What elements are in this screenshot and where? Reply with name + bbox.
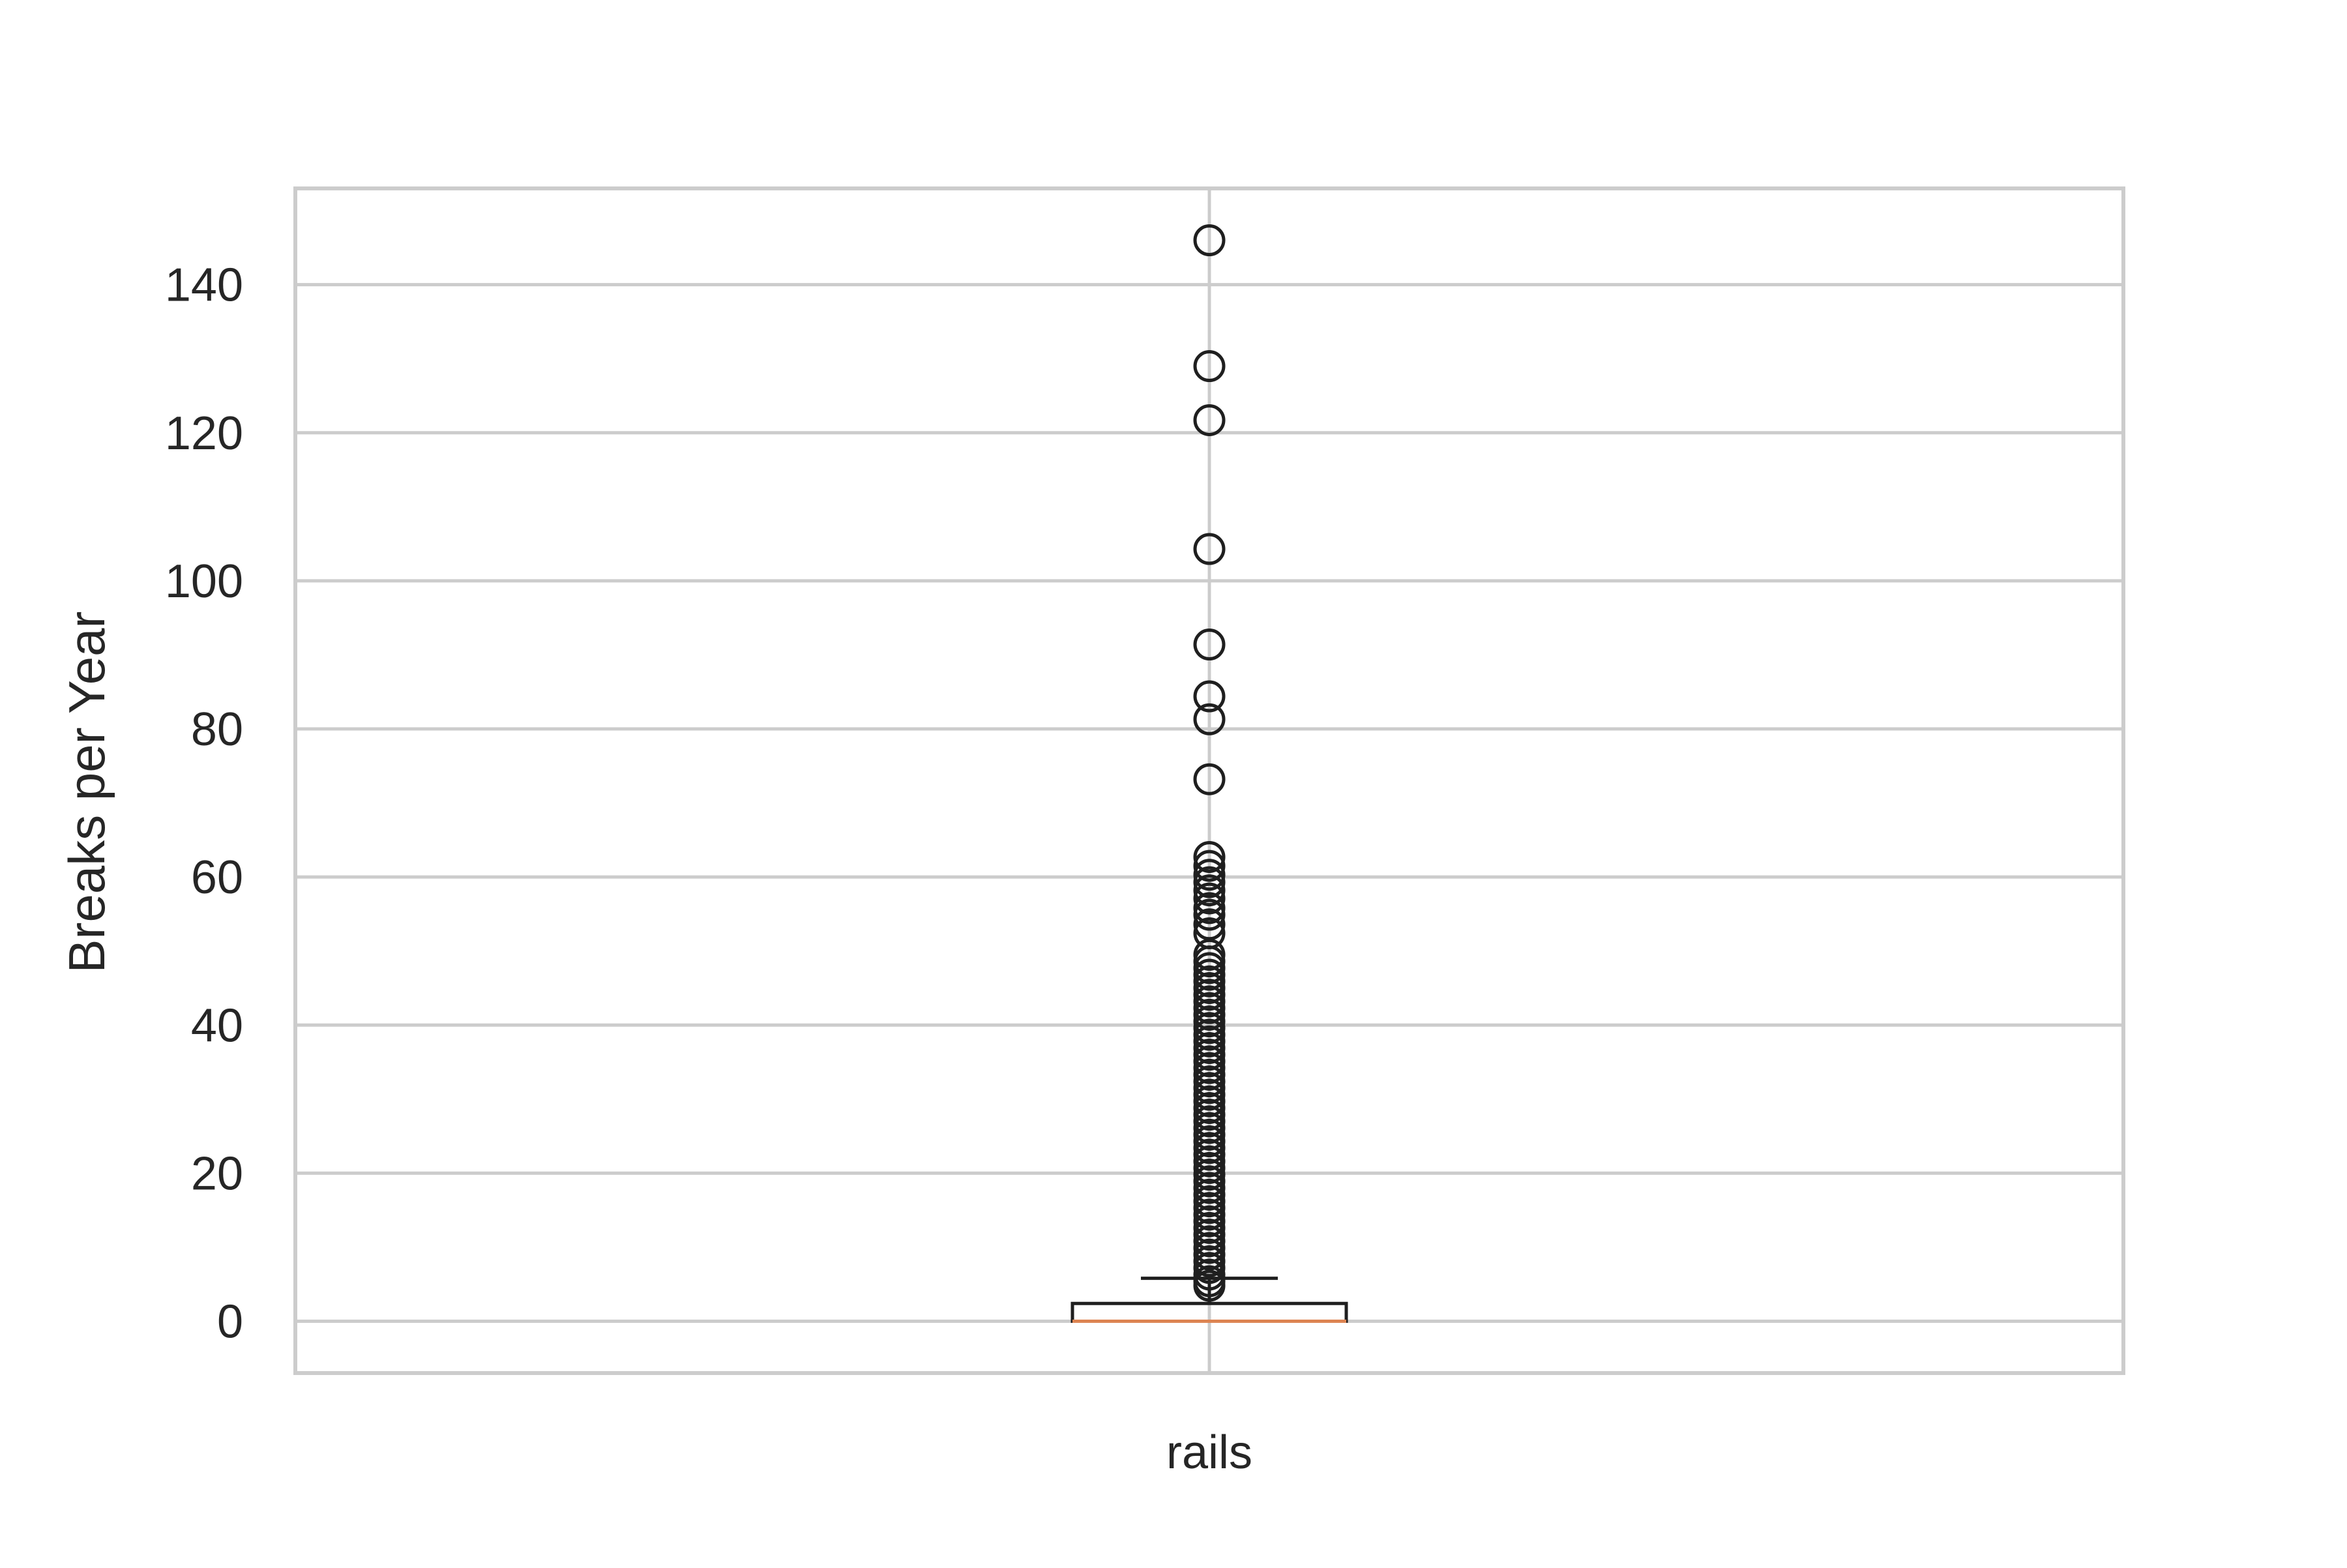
outlier-point bbox=[1193, 874, 1226, 907]
y-tick-label: 80 bbox=[191, 703, 243, 756]
y-tick-label: 40 bbox=[191, 999, 243, 1052]
outlier-point bbox=[1193, 1269, 1226, 1302]
outlier-point bbox=[1193, 859, 1226, 891]
outlier-point bbox=[1193, 763, 1226, 795]
outlier-point bbox=[1193, 866, 1226, 898]
x-tick-labels: rails bbox=[1166, 1427, 1252, 1479]
y-axis-title: Breaks per Year bbox=[58, 611, 115, 973]
outlier-point bbox=[1193, 908, 1226, 941]
outlier-point bbox=[1193, 898, 1226, 931]
outlier-points bbox=[1193, 224, 1226, 1302]
y-tick-label: 140 bbox=[165, 259, 243, 312]
y-tick-labels: 0 20 40 60 80 100 120 140 bbox=[165, 259, 243, 1348]
y-tick-label: 0 bbox=[217, 1296, 243, 1348]
y-tick-label: 20 bbox=[191, 1147, 243, 1200]
outlier-point bbox=[1193, 404, 1226, 436]
outlier-point bbox=[1193, 703, 1226, 735]
outlier-point bbox=[1193, 680, 1226, 713]
outlier-point bbox=[1193, 350, 1226, 383]
plot-frame bbox=[293, 186, 2125, 1375]
box-group bbox=[1070, 1277, 1348, 1324]
y-tick-label: 60 bbox=[191, 851, 243, 904]
y-tick-label: 120 bbox=[165, 407, 243, 460]
outlier-point bbox=[1193, 840, 1226, 873]
grid-lines bbox=[295, 188, 2123, 1373]
outlier-point bbox=[1193, 629, 1226, 661]
outlier-point bbox=[1193, 224, 1226, 256]
x-tick-label: rails bbox=[1166, 1427, 1252, 1479]
outlier-point bbox=[1193, 850, 1226, 882]
outlier-point bbox=[1193, 882, 1226, 915]
y-tick-label: 100 bbox=[165, 555, 243, 608]
outlier-point bbox=[1193, 533, 1226, 565]
